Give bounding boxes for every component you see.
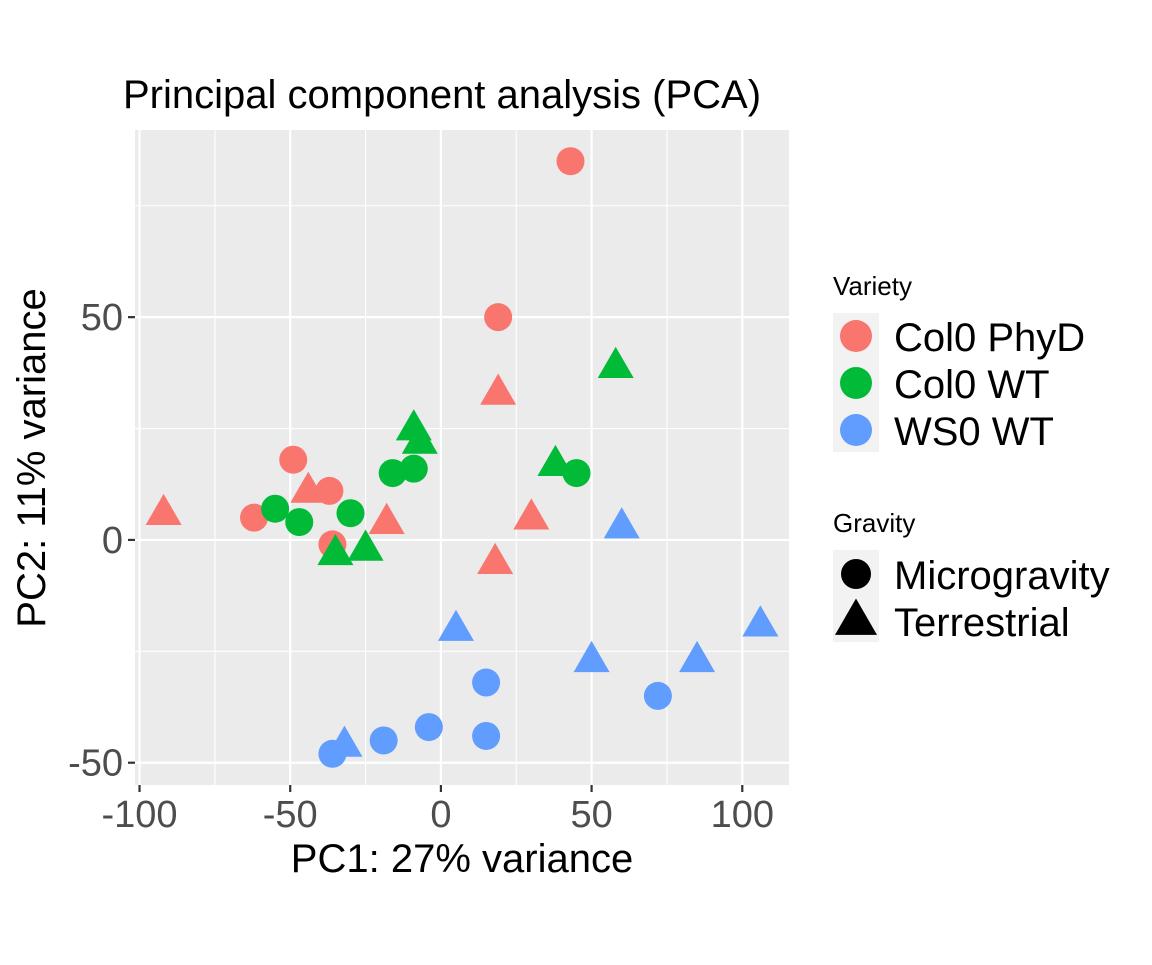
point-col0-wt-microgravity [336,499,365,528]
point-ws0-wt-terrestrial [573,640,610,673]
point-col0-wt-terrestrial [347,529,384,561]
point-col0-phyd-terrestrial [368,502,405,534]
data-points [145,147,779,768]
point-col0-phyd-terrestrial [145,493,182,526]
legend-key-ws0-wt [840,414,872,446]
point-col0-phyd-terrestrial [290,471,327,503]
point-col0-wt-microgravity [261,494,290,523]
point-ws0-wt-terrestrial [437,609,474,641]
point-col0-phyd-terrestrial [477,542,514,575]
x-tick-label: 50 [570,794,612,836]
legend-key-col0-phyd [840,320,872,352]
point-ws0-wt-microgravity [472,668,501,697]
point-ws0-wt-terrestrial [603,507,640,539]
point-col0-wt-microgravity [378,459,407,488]
point-col0-wt-terrestrial [317,533,354,566]
point-ws0-wt-terrestrial [326,725,363,757]
y-tick-label: 0 [102,520,123,562]
point-ws0-wt-terrestrial [742,605,779,637]
legend-title-gravity: Gravity [833,508,915,538]
grid-lines [135,130,789,785]
point-col0-wt-terrestrial [537,444,574,477]
legend-label-variety: WS0 WT [894,410,1054,454]
legend-title-variety: Variety [833,271,912,301]
point-col0-wt-microgravity [562,459,591,488]
point-col0-wt-microgravity [399,454,428,483]
point-col0-phyd-microgravity [240,503,269,532]
axis-ticks: -100 -50 0 50 100 -50 0 50 [68,297,774,836]
legend-label-variety: Col0 WT [894,363,1050,407]
point-col0-phyd-microgravity [484,303,513,332]
point-col0-phyd-microgravity [279,445,308,474]
legend-label-variety: Col0 PhyD [894,316,1085,360]
point-col0-phyd-terrestrial [513,498,550,530]
x-axis-title: PC1: 27% variance [291,837,633,881]
x-tick-label: 0 [430,794,451,836]
legend-key-terrestrial [835,598,877,635]
point-ws0-wt-microgravity [414,713,443,742]
point-col0-phyd-microgravity [556,147,585,176]
y-tick-label: 50 [81,297,123,339]
point-col0-wt-terrestrial [401,422,438,454]
chart-title: Principal component analysis (PCA) [123,73,761,117]
point-col0-wt-terrestrial [597,346,634,379]
point-ws0-wt-terrestrial [679,640,716,673]
legend-key-col0-wt [840,367,872,399]
legend-label-gravity: Terrestrial [894,601,1070,645]
point-col0-wt-microgravity [285,508,314,537]
point-col0-phyd-terrestrial [480,373,517,405]
plot-panel [135,130,789,785]
legend-key-microgravity [841,559,871,589]
x-tick-label: -50 [263,794,318,836]
point-ws0-wt-microgravity [472,721,501,750]
x-tick-label: -100 [101,794,177,836]
point-ws0-wt-microgravity [643,681,672,710]
y-tick-label: -50 [68,743,123,785]
x-tick-label: 100 [711,794,774,836]
legend-label-gravity: Microgravity [894,554,1110,598]
y-axis-title: PC2: 11% variance [10,288,54,627]
point-ws0-wt-microgravity [369,726,398,755]
